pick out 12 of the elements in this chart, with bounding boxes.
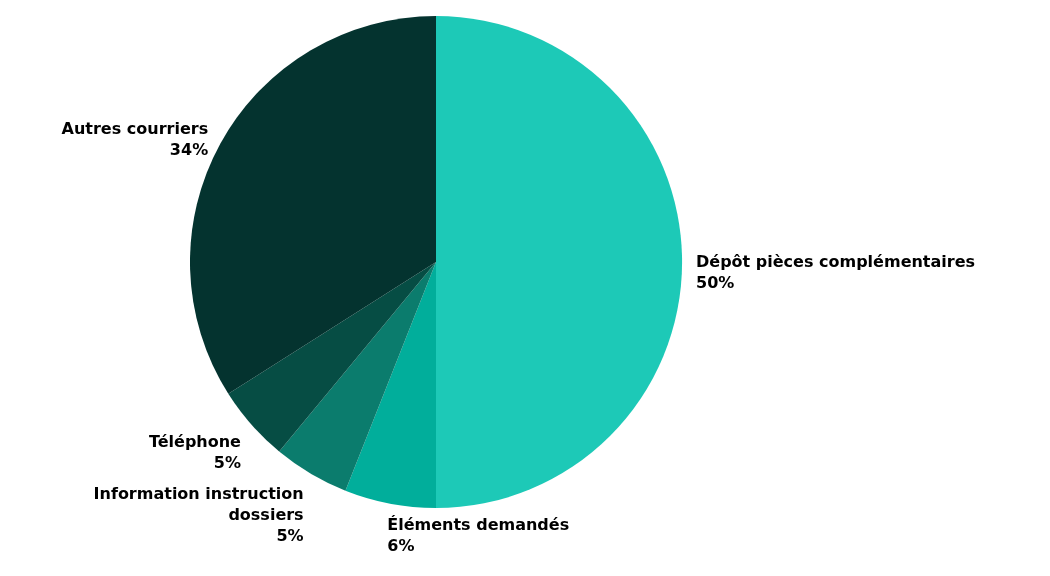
pie-slice	[345, 262, 436, 508]
slice-label: Autres courriers	[61, 118, 209, 138]
slice-label: Éléments demandés	[387, 515, 570, 535]
slice-label: Téléphone	[148, 431, 242, 451]
slice-label: Dépôt pièces complémentaires	[696, 252, 976, 271]
data-label: 5%	[276, 525, 304, 545]
slice-label: Information instruction dossiers	[93, 483, 304, 524]
data-label: 50%	[696, 273, 735, 292]
data-label: 6%	[387, 536, 415, 556]
data-label: 34%	[169, 139, 209, 159]
data-label: 5%	[213, 452, 241, 472]
pie-slice	[436, 16, 682, 508]
